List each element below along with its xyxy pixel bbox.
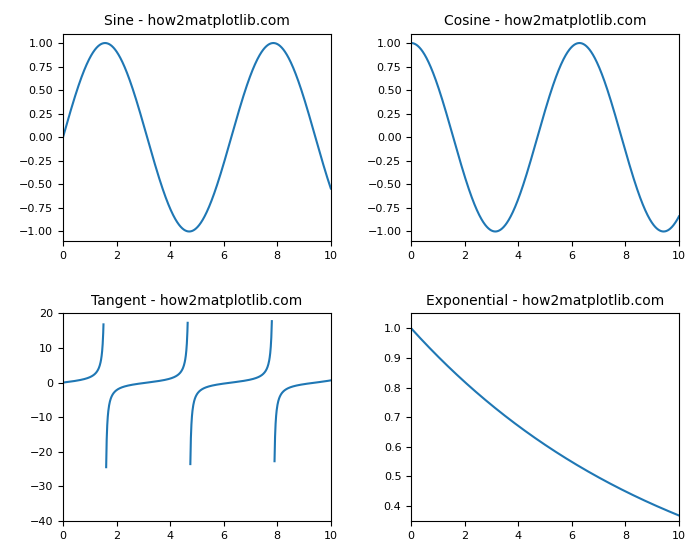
Title: Exponential - how2matplotlib.com: Exponential - how2matplotlib.com [426,294,664,308]
Title: Tangent - how2matplotlib.com: Tangent - how2matplotlib.com [91,294,302,308]
Title: Sine - how2matplotlib.com: Sine - how2matplotlib.com [104,14,290,28]
Title: Cosine - how2matplotlib.com: Cosine - how2matplotlib.com [444,14,646,28]
